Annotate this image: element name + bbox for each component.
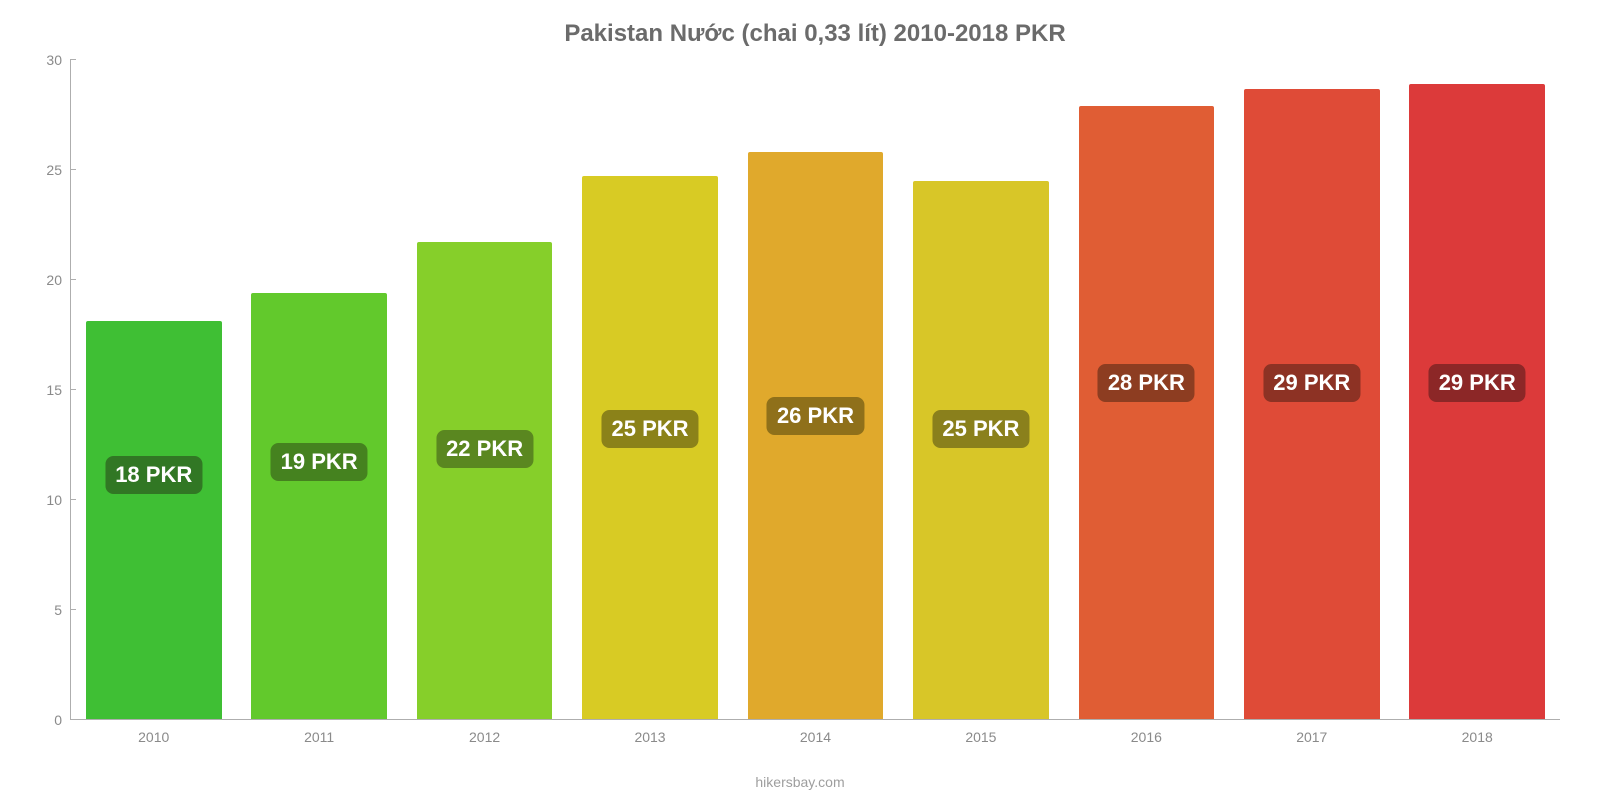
x-axis-tick-label: 2015 xyxy=(965,729,996,745)
x-axis-tick-label: 2012 xyxy=(469,729,500,745)
value-badge: 29 PKR xyxy=(1429,364,1526,402)
value-badge: 19 PKR xyxy=(271,443,368,481)
bar xyxy=(86,321,222,719)
bar xyxy=(1244,89,1380,719)
y-axis-tick-label: 15 xyxy=(32,382,62,398)
bar xyxy=(1079,106,1215,719)
value-badge: 25 PKR xyxy=(602,410,699,448)
y-axis-tick-label: 5 xyxy=(32,602,62,618)
bar-column: 22 PKR2012 xyxy=(402,60,567,719)
x-axis-tick-label: 2017 xyxy=(1296,729,1327,745)
y-axis-tick-label: 25 xyxy=(32,162,62,178)
bar-column: 25 PKR2015 xyxy=(898,60,1063,719)
y-axis-tick-label: 0 xyxy=(32,712,62,728)
y-axis-tick-mark xyxy=(70,279,76,280)
y-axis-tick-mark xyxy=(70,719,76,720)
bar xyxy=(251,293,387,719)
value-badge: 26 PKR xyxy=(767,397,864,435)
bar-column: 29 PKR2017 xyxy=(1229,60,1394,719)
x-axis-tick-label: 2013 xyxy=(634,729,665,745)
y-axis-tick-label: 20 xyxy=(32,272,62,288)
y-axis-tick-mark xyxy=(70,499,76,500)
bar-column: 26 PKR2014 xyxy=(733,60,898,719)
bar xyxy=(748,152,884,719)
value-badge: 18 PKR xyxy=(105,456,202,494)
y-axis-tick-mark xyxy=(70,169,76,170)
bar-column: 18 PKR2010 xyxy=(71,60,236,719)
bar-column: 29 PKR2018 xyxy=(1395,60,1560,719)
bar xyxy=(913,181,1049,719)
bar-column: 25 PKR2013 xyxy=(567,60,732,719)
value-badge: 22 PKR xyxy=(436,430,533,468)
bar xyxy=(417,242,553,719)
y-axis-tick-mark xyxy=(70,389,76,390)
y-axis-tick-mark xyxy=(70,59,76,60)
bar-column: 28 PKR2016 xyxy=(1064,60,1229,719)
attribution: hikersbay.com xyxy=(755,774,844,790)
x-axis-tick-label: 2018 xyxy=(1462,729,1493,745)
y-axis-tick-mark xyxy=(70,609,76,610)
x-axis-tick-label: 2014 xyxy=(800,729,831,745)
bar-column: 19 PKR2011 xyxy=(236,60,401,719)
chart-title: Pakistan Nước (chai 0,33 lít) 2010-2018 … xyxy=(70,20,1560,48)
value-badge: 29 PKR xyxy=(1263,364,1360,402)
x-axis-tick-label: 2016 xyxy=(1131,729,1162,745)
chart-container: Pakistan Nước (chai 0,33 lít) 2010-2018 … xyxy=(0,0,1600,800)
x-axis-tick-label: 2011 xyxy=(304,729,334,745)
y-axis-tick-label: 10 xyxy=(32,492,62,508)
plot-area: 18 PKR201019 PKR201122 PKR201225 PKR2013… xyxy=(70,60,1560,720)
x-axis-tick-label: 2010 xyxy=(138,729,169,745)
y-axis-tick-label: 30 xyxy=(32,52,62,68)
bars-frame: 18 PKR201019 PKR201122 PKR201225 PKR2013… xyxy=(70,60,1560,720)
value-badge: 28 PKR xyxy=(1098,364,1195,402)
value-badge: 25 PKR xyxy=(932,410,1029,448)
